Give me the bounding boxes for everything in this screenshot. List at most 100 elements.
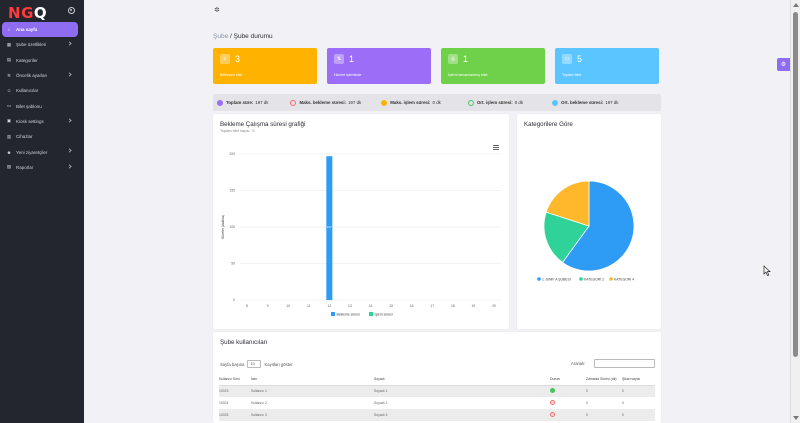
- sidebar-item[interactable]: ▥ Cihazlar: [0, 129, 84, 144]
- scroll-down-icon[interactable]: [793, 416, 799, 420]
- floating-settings-button[interactable]: ⚙: [777, 58, 790, 71]
- scroll-up-icon[interactable]: [793, 3, 799, 7]
- summary-dot-icon: [467, 99, 474, 106]
- table-row[interactable]: 10024 Kullanıcı 2 Soyadı 2 0 0: [219, 397, 655, 409]
- breadcrumb-link[interactable]: Şube: [213, 33, 229, 40]
- bar-data-label: 197: [327, 225, 332, 229]
- users-panel: Şube kullanıcıları Sayfa başına 10 Kayıt…: [213, 332, 661, 423]
- cell-count: 0: [622, 409, 655, 421]
- mouse-cursor-icon: [763, 265, 771, 276]
- chevron-right-icon: [67, 148, 72, 153]
- x-tick-label: 11: [307, 304, 311, 308]
- column-header[interactable]: Kullanıcı Kimi: [219, 374, 251, 386]
- sidebar-item-label: Bilet şablonu: [16, 103, 42, 109]
- cell-surname: Soyadı 1: [374, 385, 550, 397]
- column-header[interactable]: Zamanla Süresi (dk): [586, 374, 622, 386]
- summary-value: 0 dk: [432, 100, 441, 105]
- x-tick-label: 10: [286, 304, 290, 308]
- y-tick-label: 50: [231, 262, 235, 266]
- kiosk-icon: ▣: [6, 118, 12, 124]
- sidebar-item[interactable]: ☻ Yeni ziyaretçiler: [0, 144, 84, 159]
- summary-dot-icon: [552, 99, 559, 106]
- column-header[interactable]: İsim: [251, 374, 374, 386]
- summary-dot-icon: [381, 99, 388, 106]
- page-scrollbar[interactable]: [790, 0, 800, 423]
- sidebar-item-label: Ana sayfa: [16, 27, 38, 33]
- chevron-right-icon: [67, 118, 72, 123]
- users-panel-title: Şube kullanıcıları: [220, 339, 268, 346]
- y-tick-label: 100: [229, 225, 235, 229]
- summary-item: Maks. işlem süresi: 0 dk: [381, 99, 441, 106]
- breadcrumb-separator: /: [228, 33, 234, 40]
- sidebar-item[interactable]: ▤ Kategoriler: [0, 53, 84, 68]
- chevron-right-icon: [67, 164, 72, 169]
- legend-label: İşlem süresi: [375, 312, 393, 317]
- x-tick-label: 15: [389, 304, 393, 308]
- sidebar-menu: ⌂ Ana sayfa ▦ Şube özellikleri ▤ Kategoriler ✲…: [0, 22, 84, 175]
- legend-swatch: [537, 277, 541, 281]
- legend-label: KATEGORİ 4: [614, 276, 634, 281]
- bar: [326, 156, 333, 300]
- page-size-select[interactable]: 10: [247, 360, 262, 368]
- stat-label: İşlemi tamamlanmış bilet: [448, 73, 488, 77]
- chart-menu-icon[interactable]: [493, 145, 499, 151]
- status-cell: [550, 397, 586, 409]
- ticket-icon: ▭: [6, 103, 12, 109]
- chevron-right-icon: [67, 72, 72, 77]
- cell-count: 0: [622, 385, 655, 397]
- sidebar-item[interactable]: ▭ Bilet şablonu: [0, 98, 84, 113]
- cell-id: 10024: [219, 401, 229, 405]
- cell-time: 0: [586, 385, 622, 397]
- home-icon: ⌂: [7, 27, 11, 33]
- sidebar-item[interactable]: ▣ Kiosk settings: [0, 114, 84, 129]
- bar-chart-panel: Bekleme Çalışma süresi grafiği Toplam bi…: [213, 114, 509, 329]
- sidebar-item[interactable]: ▨ Raporlar: [0, 160, 84, 175]
- sidebar-toggle-icon[interactable]: [68, 7, 75, 14]
- sidebar-item[interactable]: ✲ Öncelik ayarları: [0, 68, 84, 83]
- column-header[interactable]: Durum: [550, 374, 586, 386]
- sidebar-item[interactable]: ⌂ Ana sayfa: [2, 22, 78, 38]
- stat-value: 1: [463, 54, 469, 64]
- column-header[interactable]: Soyadı: [374, 374, 550, 386]
- legend-label: Bekleme süresi: [337, 313, 360, 317]
- summary-item: Toplam süre: 197 dk: [217, 99, 268, 106]
- pie-chart-panel: Kategorilere Göre 1. SINIF A ŞUBESİ KATEG…: [517, 114, 661, 329]
- report-icon: ▨: [6, 164, 12, 170]
- summary-item: Ort. işlem süresi: 0 dk: [467, 99, 523, 106]
- summary-label: Ort. işlem süresi:: [476, 100, 513, 105]
- settings-gear-icon[interactable]: ✲: [214, 7, 220, 14]
- summary-item: Maks. bekleme süresi: 197 dk: [290, 99, 362, 106]
- legend-swatch: [331, 312, 335, 316]
- y-tick-label: 150: [229, 189, 235, 193]
- sidebar-item[interactable]: ▦ Şube özellikleri: [0, 37, 84, 52]
- search-input[interactable]: [594, 359, 655, 368]
- page-title: Şube durumu: [233, 33, 273, 40]
- bar-chart: 0 50 100 150 200 Süreler (dakika) 8 9 10 11 12 197 1…: [221, 152, 501, 317]
- summary-value: 197 dk: [605, 100, 619, 105]
- sidebar-item[interactable]: ☺ Kullanıcılar: [0, 83, 84, 98]
- bar-chart-subtitle: Toplam bilet sayısı : 5: [220, 129, 255, 133]
- status-cell: [550, 409, 586, 421]
- x-tick-label: 13: [348, 304, 352, 308]
- cell-name: Kullanıcı 1: [251, 385, 374, 397]
- cell-time: 0: [586, 401, 588, 405]
- scroll-thumb[interactable]: [793, 12, 798, 357]
- pie-chart-title: Kategorilere Göre: [524, 121, 573, 128]
- x-tick-label: 12: [327, 304, 331, 308]
- page-size-label: Sayfa başına: [220, 361, 245, 367]
- done-icon: ◎: [448, 54, 458, 64]
- summary-strip: Toplam süre: 197 dk Maks. bekleme süresi: 1…: [213, 94, 661, 111]
- column-header[interactable]: Şikan sayısı: [622, 374, 655, 386]
- pie-chart: 1. SINIF A ŞUBESİ KATEGORİ 2 KATEGORİ 4: [537, 180, 635, 281]
- summary-value: 197 dk: [348, 100, 362, 105]
- logo[interactable]: NGQ: [8, 4, 48, 22]
- x-tick-label: 19: [472, 304, 476, 308]
- building-icon: ▦: [6, 41, 12, 47]
- legend-swatch: [369, 312, 373, 316]
- service-icon: ⇅: [334, 54, 344, 64]
- gear-icon: ✲: [7, 72, 11, 78]
- pie-slice: [543, 211, 590, 263]
- x-tick-label: 17: [430, 304, 434, 308]
